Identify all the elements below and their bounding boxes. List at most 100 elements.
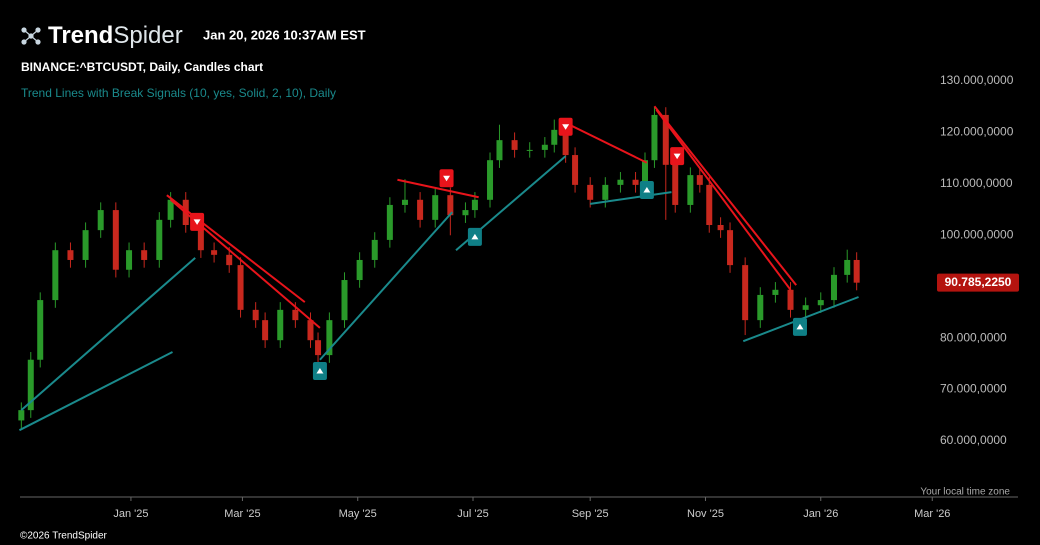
- y-tick-label: 130.000,0000: [940, 73, 1014, 87]
- copyright: ©2026 TrendSpider: [20, 531, 108, 542]
- candle-body: [371, 239, 378, 260]
- candle-body: [787, 289, 794, 310]
- y-tick-label: 60.000,0000: [940, 433, 1007, 447]
- candle-body: [602, 184, 609, 200]
- candle-body: [632, 179, 639, 185]
- trend-line: [653, 105, 797, 286]
- signal-arrow: [643, 187, 651, 193]
- candle-body: [307, 320, 314, 341]
- candle-body: [541, 144, 548, 150]
- trend-line: [397, 178, 479, 199]
- candle-body: [551, 129, 558, 145]
- x-tick-label: Sep '25: [572, 508, 609, 520]
- trend-line: [166, 194, 306, 303]
- signal-arrow: [673, 153, 681, 160]
- candle-body: [292, 309, 299, 321]
- y-tick-label: 80.000,0000: [940, 330, 1007, 344]
- candle-body: [462, 210, 469, 216]
- candle-body: [651, 114, 658, 161]
- candle-body: [252, 309, 259, 321]
- candle-body: [277, 309, 284, 341]
- candle-body: [262, 320, 269, 341]
- candle-body: [432, 195, 439, 220]
- candle-body: [562, 129, 569, 156]
- trend-line: [18, 351, 173, 432]
- candle-body: [471, 199, 478, 211]
- candle-body: [97, 210, 104, 231]
- candle-body: [717, 224, 724, 231]
- candle-body: [511, 140, 518, 150]
- trend-line: [590, 191, 672, 205]
- candle-body: [587, 184, 594, 200]
- candle-body: [757, 294, 764, 321]
- y-tick-label: 120.000,0000: [940, 125, 1014, 139]
- candle-body: [802, 305, 809, 310]
- signal-arrow: [562, 124, 570, 130]
- candle-body: [696, 175, 703, 185]
- candle-body: [156, 219, 163, 260]
- signal-arrow: [193, 219, 201, 225]
- candle-body: [572, 155, 579, 185]
- candle-body: [742, 265, 749, 321]
- candle-body: [617, 179, 624, 185]
- y-tick-label: 110.000,0000: [940, 176, 1013, 190]
- candle-body: [727, 230, 734, 266]
- logo: TrendSpider: [48, 22, 183, 49]
- signal-arrow: [443, 175, 451, 182]
- timezone: Your local time zone: [920, 487, 1010, 498]
- signal-arrow: [471, 233, 479, 240]
- candle-body: [82, 230, 89, 260]
- candle-body: [487, 160, 494, 200]
- x-tick-label: Jan '25: [113, 508, 148, 520]
- candle-body: [37, 300, 44, 360]
- x-tick-label: Jul '25: [457, 508, 488, 520]
- candle-body: [226, 254, 233, 266]
- logo-light: Spider: [113, 22, 182, 49]
- logo-icon: [21, 27, 41, 45]
- indicator[interactable]: Trend Lines with Break Signals (10, yes,…: [21, 86, 336, 100]
- signal-arrow: [316, 368, 324, 374]
- candle-body: [526, 149, 533, 151]
- candle-body: [401, 199, 408, 205]
- candle-body: [853, 259, 860, 283]
- logo-bold: Trend: [48, 22, 113, 49]
- x-tick-label: Mar '25: [224, 508, 260, 520]
- candle-body: [237, 265, 244, 310]
- candle-body: [167, 199, 174, 220]
- candle-body: [197, 224, 204, 251]
- candle-body: [672, 164, 679, 205]
- trend-line: [655, 109, 792, 291]
- y-tick-label: 100.000,0000: [940, 227, 1014, 241]
- candle-body: [830, 274, 837, 301]
- candle-body: [772, 289, 779, 295]
- y-tick-label: 70.000,0000: [940, 382, 1007, 396]
- candle-body: [18, 410, 25, 421]
- candle-body: [315, 340, 322, 356]
- candle-body: [67, 250, 74, 260]
- candle-body: [662, 114, 669, 165]
- candle-body: [386, 204, 393, 240]
- candle-body: [706, 184, 713, 225]
- symbol: BINANCE:^BTCUSDT, Daily, Candles chart: [21, 60, 263, 74]
- trend-line: [20, 257, 196, 411]
- candle-body: [844, 259, 851, 275]
- candle-body: [126, 250, 133, 270]
- last-price-label: 90.785,2250: [945, 275, 1012, 289]
- candle-body: [326, 320, 333, 356]
- candle-body: [27, 359, 34, 411]
- candle-body: [687, 175, 694, 205]
- candle-body: [211, 250, 218, 255]
- candle-body: [356, 259, 363, 281]
- candle-body: [52, 250, 59, 301]
- trend-line: [559, 119, 648, 164]
- candle-body: [341, 280, 348, 321]
- candle-body: [496, 140, 503, 161]
- x-tick-label: Mar '26: [914, 508, 950, 520]
- last-price-tag: [937, 273, 1019, 292]
- trend-line: [319, 211, 453, 361]
- candle-body: [817, 300, 824, 306]
- timestamp: Jan 20, 2026 10:37AM EST: [203, 27, 366, 42]
- candle-body: [417, 199, 424, 220]
